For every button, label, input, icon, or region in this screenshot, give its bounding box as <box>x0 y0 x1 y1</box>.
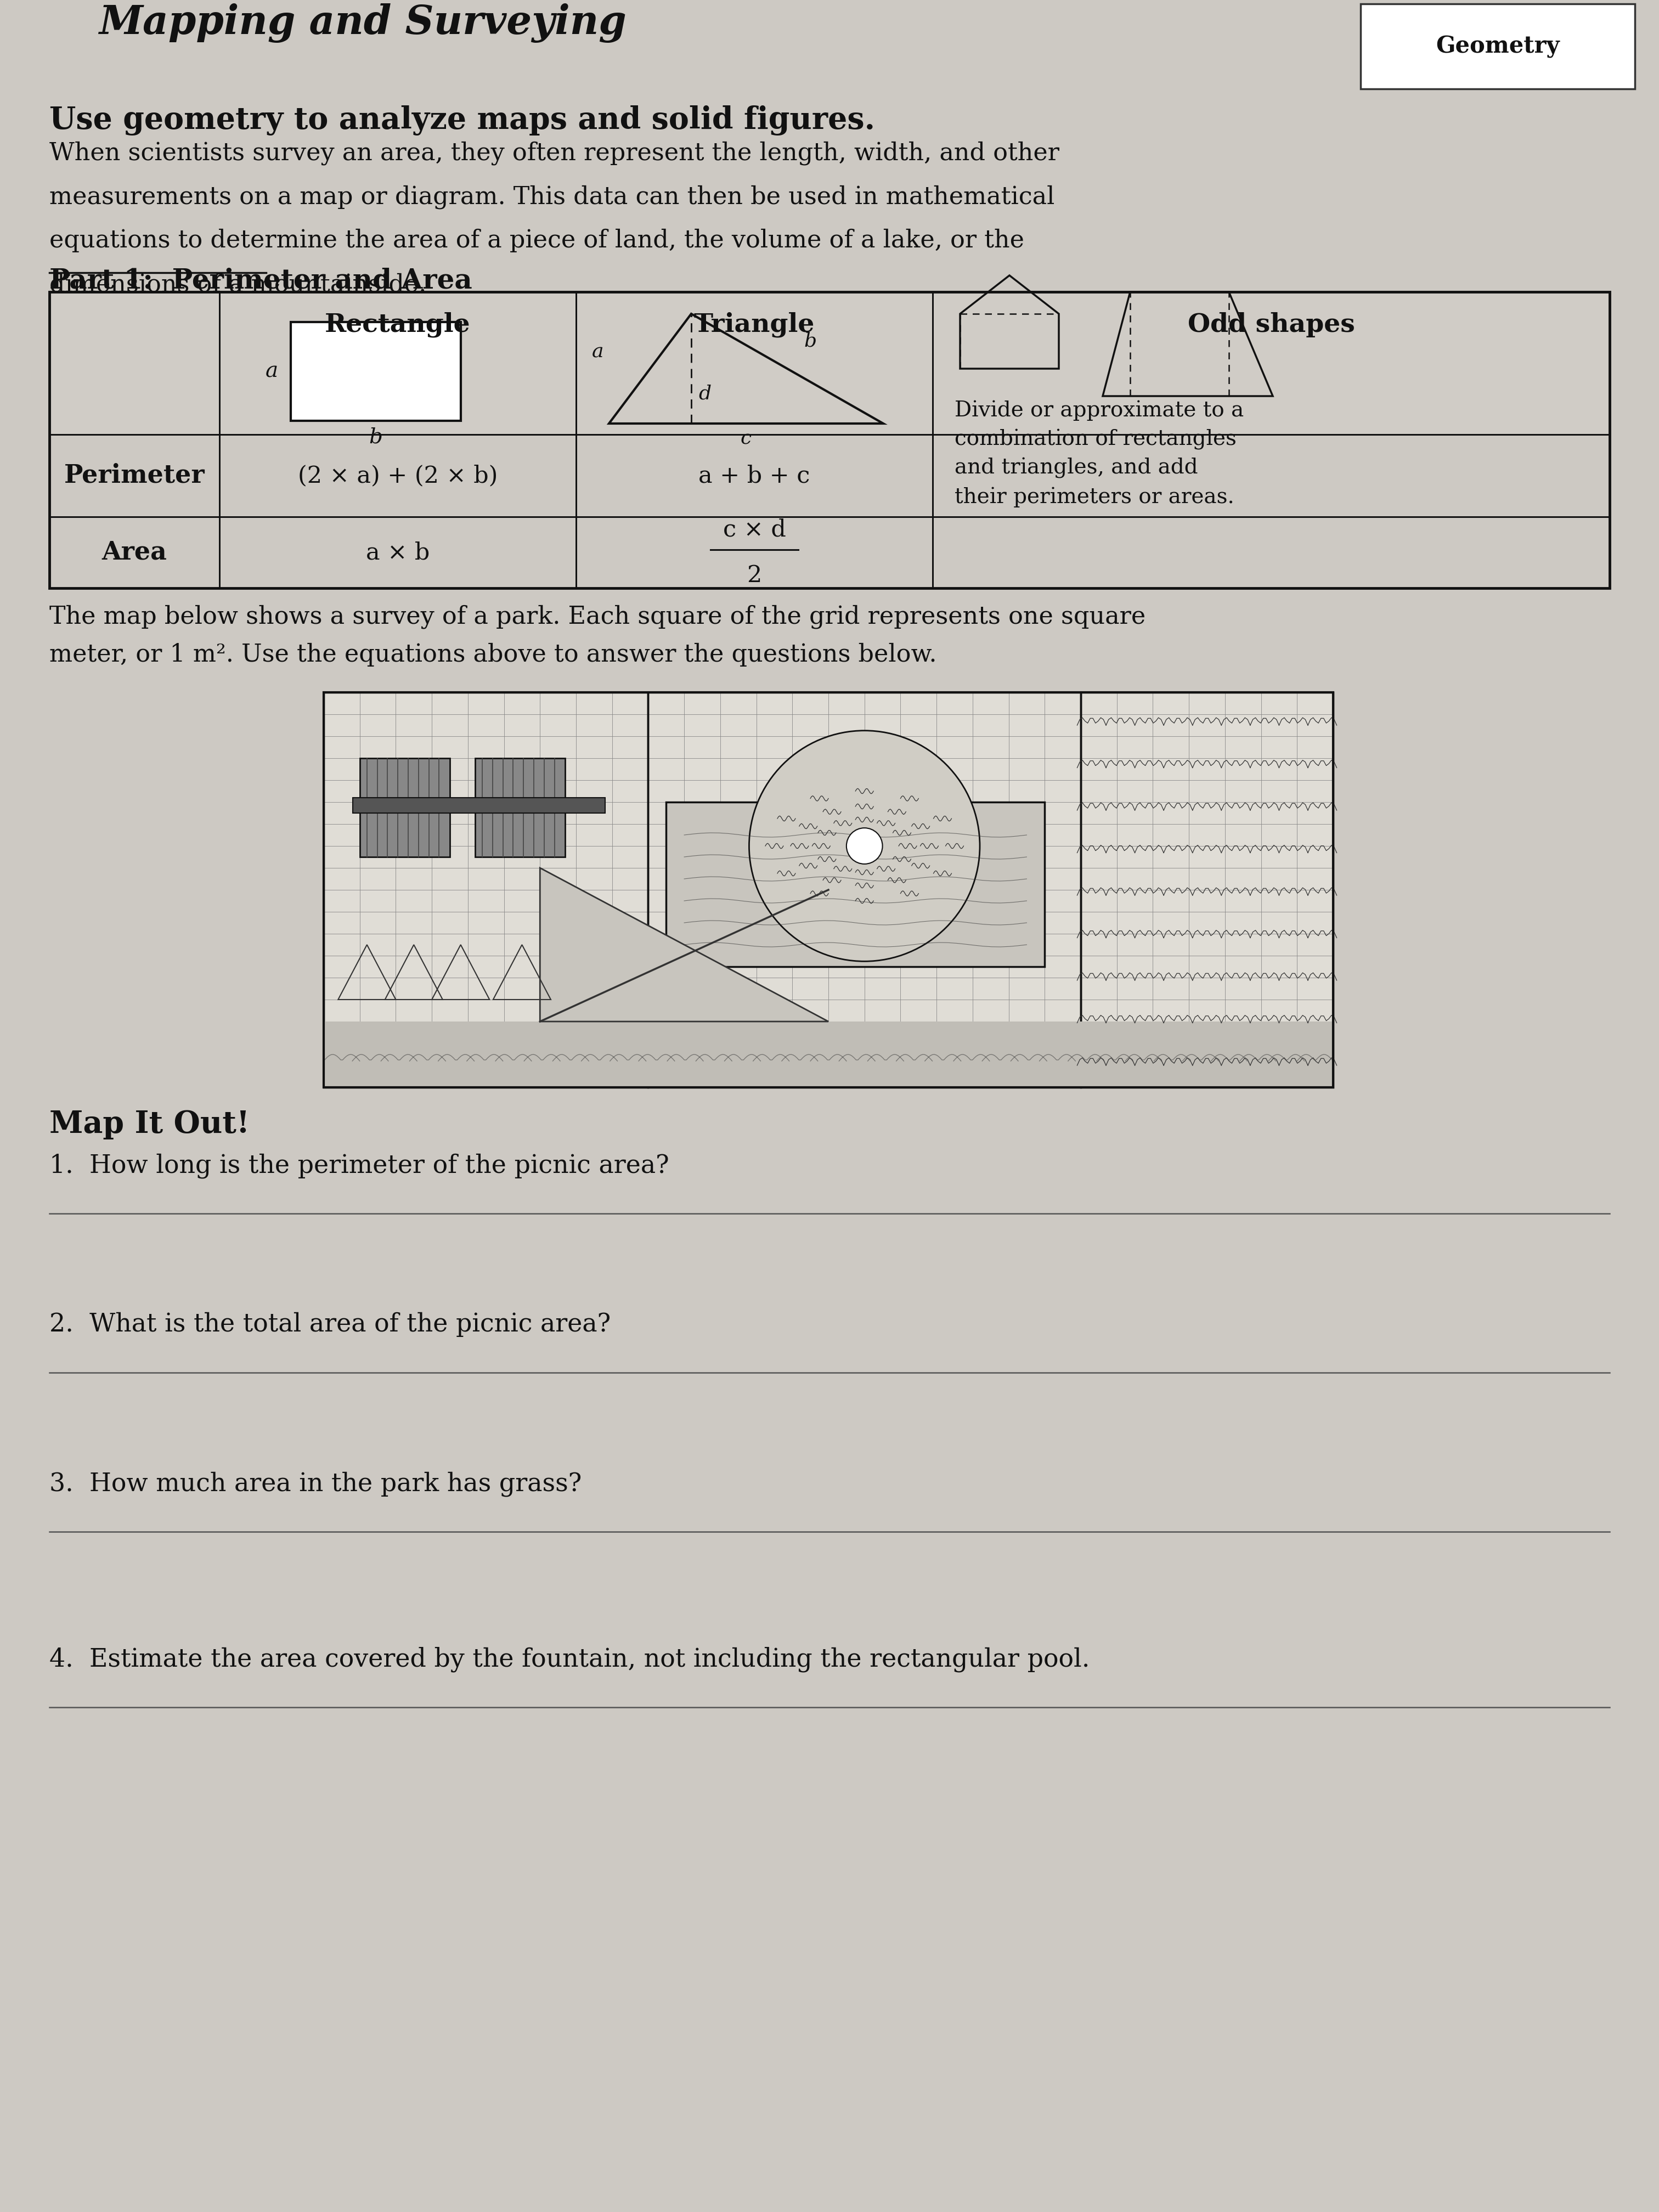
Bar <box>324 1022 1334 1088</box>
Text: The map below shows a survey of a park. Each square of the grid represents one s: The map below shows a survey of a park. … <box>50 604 1146 628</box>
Bar <box>50 292 1609 588</box>
Text: measurements on a map or diagram. This data can then be used in mathematical: measurements on a map or diagram. This d… <box>50 186 1055 208</box>
Bar <box>324 692 1334 1088</box>
Bar <box>576 434 932 518</box>
Text: Odd shapes: Odd shapes <box>1188 312 1355 338</box>
Text: Triangle: Triangle <box>693 312 815 338</box>
Text: Area: Area <box>101 540 168 564</box>
Bar <box>50 292 219 434</box>
Text: dimensions of a mountainside.: dimensions of a mountainside. <box>50 272 426 296</box>
Text: c × d: c × d <box>723 518 786 542</box>
Polygon shape <box>539 867 828 1022</box>
Circle shape <box>750 730 980 962</box>
Bar <box>50 292 219 434</box>
Bar <box>50 518 219 588</box>
Bar <box>649 692 1080 1088</box>
Bar <box>352 799 606 814</box>
Text: b: b <box>368 427 383 447</box>
Bar <box>1360 4 1634 88</box>
Text: Geometry: Geometry <box>1435 35 1559 58</box>
Text: Map It Out!: Map It Out! <box>50 1108 251 1139</box>
Text: Rectangle: Rectangle <box>325 312 471 338</box>
Text: When scientists survey an area, they often represent the length, width, and othe: When scientists survey an area, they oft… <box>50 142 1060 166</box>
Bar <box>1080 692 1334 1088</box>
Text: 3.  How much area in the park has grass?: 3. How much area in the park has grass? <box>50 1471 582 1498</box>
Bar <box>219 518 576 588</box>
Bar <box>932 292 1609 434</box>
Text: Mapping and Surveying: Mapping and Surveying <box>100 2 627 42</box>
Text: Use geometry to analyze maps and solid figures.: Use geometry to analyze maps and solid f… <box>50 106 874 135</box>
Text: a + b + c: a + b + c <box>698 465 810 487</box>
Text: d: d <box>698 385 712 403</box>
Text: Divide or approximate to a
combination of rectangles
and triangles, and add
thei: Divide or approximate to a combination o… <box>954 400 1244 507</box>
Text: 2.  What is the total area of the picnic area?: 2. What is the total area of the picnic … <box>50 1312 611 1336</box>
Bar <box>932 292 1609 434</box>
Bar <box>219 292 576 434</box>
Text: (2 × a) + (2 × b): (2 × a) + (2 × b) <box>299 465 498 487</box>
Bar <box>576 292 932 434</box>
Text: 2: 2 <box>747 564 761 586</box>
Bar <box>932 518 1609 588</box>
Text: a × b: a × b <box>367 542 430 564</box>
Bar <box>932 434 1609 518</box>
Text: a: a <box>265 361 279 380</box>
Circle shape <box>846 827 883 865</box>
Text: Perimeter: Perimeter <box>65 462 204 489</box>
Bar <box>290 323 461 420</box>
Bar <box>576 518 932 588</box>
Text: meter, or 1 m². Use the equations above to answer the questions below.: meter, or 1 m². Use the equations above … <box>50 644 937 666</box>
Bar <box>576 292 932 434</box>
Bar <box>219 434 576 518</box>
Text: equations to determine the area of a piece of land, the volume of a lake, or the: equations to determine the area of a pie… <box>50 228 1024 252</box>
Text: 4.  Estimate the area covered by the fountain, not including the rectangular poo: 4. Estimate the area covered by the foun… <box>50 1648 1090 1672</box>
Text: Part 1:  Perimeter and Area: Part 1: Perimeter and Area <box>50 268 473 294</box>
Bar <box>219 292 576 434</box>
Text: c: c <box>740 429 752 449</box>
Text: b: b <box>803 332 816 349</box>
Text: 1.  How long is the perimeter of the picnic area?: 1. How long is the perimeter of the picn… <box>50 1152 669 1179</box>
Bar <box>474 759 566 856</box>
Bar <box>360 759 450 856</box>
Bar <box>324 692 1334 1088</box>
Bar <box>324 692 649 1088</box>
Bar <box>50 434 219 518</box>
Bar <box>667 803 1045 967</box>
Text: a: a <box>592 343 604 361</box>
